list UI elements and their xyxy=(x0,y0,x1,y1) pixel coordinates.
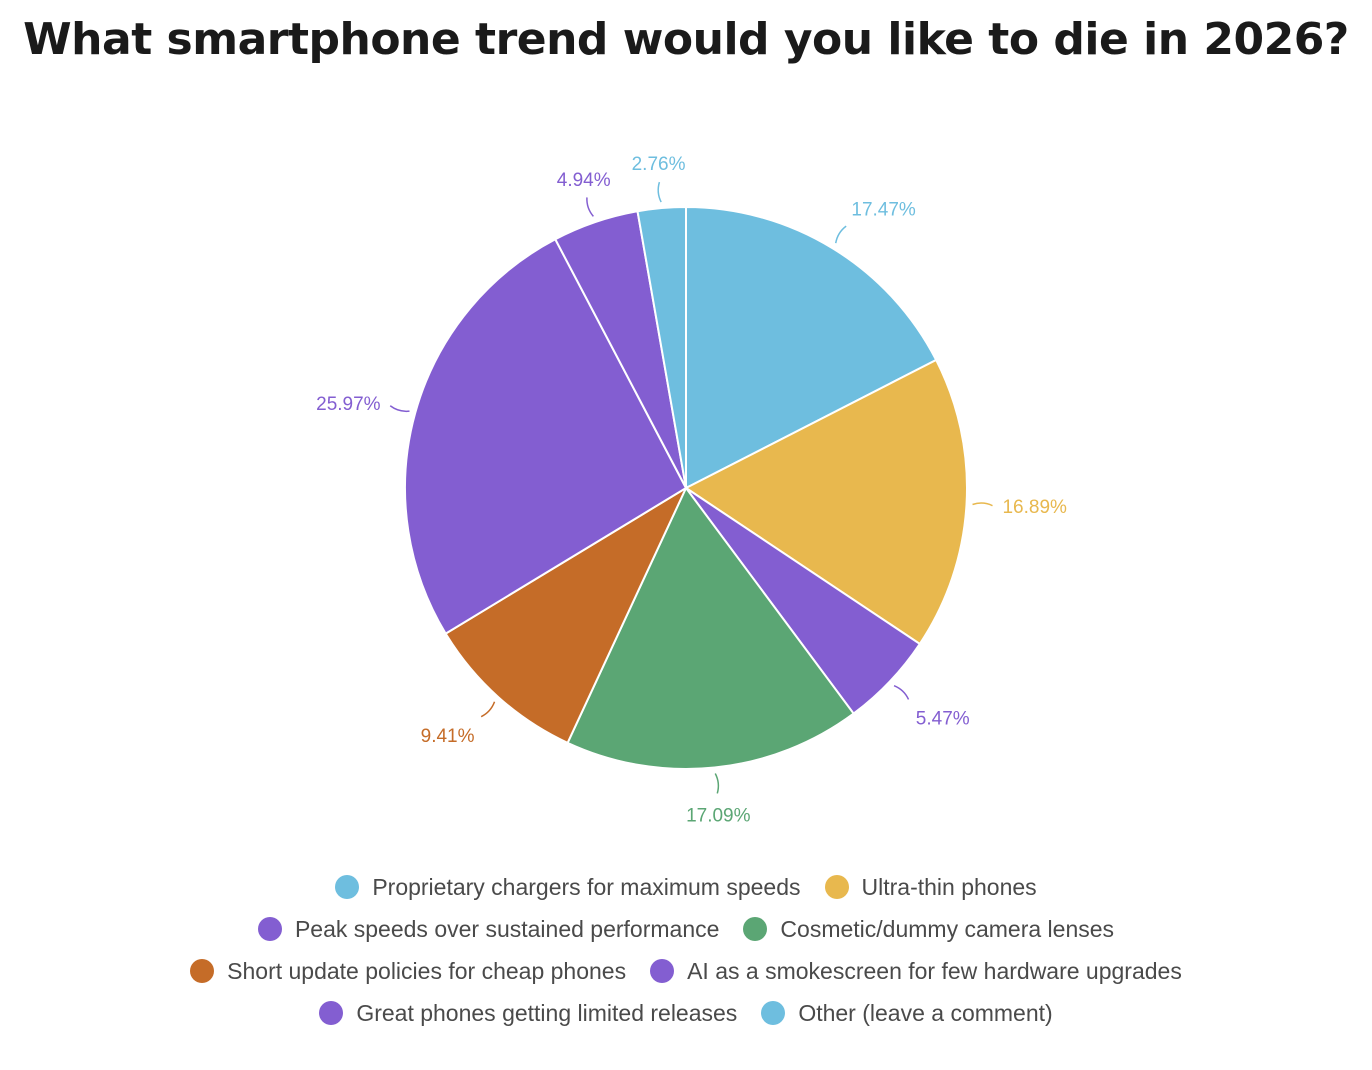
pie-slice-6 xyxy=(404,237,688,635)
pie-slice-label-8: 2.76% xyxy=(632,154,686,175)
leader-line-5 xyxy=(480,701,496,718)
legend-row: Short update policies for cheap phones AI… xyxy=(0,950,1372,992)
legend-label: Great phones getting limited releases xyxy=(356,999,738,1026)
leader-line-1 xyxy=(834,225,847,244)
pie-slice-label-1: 17.47% xyxy=(851,200,916,221)
legend-swatch-icon xyxy=(650,959,675,983)
legend-label: Short update policies for cheap phones xyxy=(227,957,627,984)
legend-label: Ultra-thin phones xyxy=(861,873,1037,900)
pie-slice-4 xyxy=(566,486,855,770)
legend-label: AI as a smokescreen for few hardware upg… xyxy=(687,957,1182,984)
chart-legend: Proprietary chargers for maximum speeds U… xyxy=(0,866,1372,1034)
legend-swatch-icon xyxy=(257,917,282,941)
pie-slice-label-2: 16.89% xyxy=(1002,497,1067,518)
leader-line-6 xyxy=(389,405,410,413)
leader-line-8 xyxy=(657,181,662,203)
legend-item[interactable]: Great phones getting limited releases xyxy=(319,1000,737,1027)
pie-chart: 17.47% 16.89% 5.47% 17.09% 9.41% 25.97% 4.94% 2… xyxy=(316,154,1067,826)
leader-line-3 xyxy=(893,685,910,700)
pie-slice-8 xyxy=(636,205,687,489)
legend-label: Cosmetic/dummy camera lenses xyxy=(780,915,1115,942)
legend-swatch-icon xyxy=(824,875,849,899)
pie-slice-label-6: 25.97% xyxy=(316,394,381,415)
pie-slice-2 xyxy=(684,358,968,646)
pie-slice-label-4: 17.09% xyxy=(686,805,751,826)
legend-item[interactable]: AI as a smokescreen for few hardware upg… xyxy=(650,958,1182,985)
legend-item[interactable]: Ultra-thin phones xyxy=(824,873,1037,901)
pie-slice-label-5: 9.41% xyxy=(421,726,475,747)
legend-label: Proprietary chargers for maximum speeds xyxy=(372,873,801,900)
legend-row: Proprietary chargers for maximum speeds U… xyxy=(0,866,1372,908)
leader-line-2 xyxy=(972,502,993,507)
legend-label: Peak speeds over sustained performance xyxy=(294,915,720,942)
leader-line-4 xyxy=(714,773,720,794)
leader-line-7 xyxy=(586,197,594,217)
pie-slice-1 xyxy=(685,205,938,490)
legend-swatch-icon xyxy=(743,917,768,941)
legend-row: Peak speeds over sustained performance Co… xyxy=(0,908,1372,950)
chart-title: What smartphone trend would you like to … xyxy=(23,14,1349,65)
legend-row: Great phones getting limited releases Oth… xyxy=(0,992,1372,1034)
legend-label: Other (leave a comment) xyxy=(798,999,1053,1026)
legend-swatch-icon xyxy=(335,875,360,899)
pie-slice-label-7: 4.94% xyxy=(557,170,611,191)
legend-item[interactable]: Short update policies for cheap phones xyxy=(190,958,626,985)
legend-item[interactable]: Proprietary chargers for maximum speeds xyxy=(335,873,801,901)
pie-slice-label-3: 5.47% xyxy=(916,708,970,729)
legend-swatch-icon xyxy=(319,1001,344,1025)
legend-item[interactable]: Peak speeds over sustained performance xyxy=(257,915,720,943)
pie-slice-5 xyxy=(444,485,689,745)
legend-item[interactable]: Cosmetic/dummy camera lenses xyxy=(743,916,1114,943)
legend-item[interactable]: Other (leave a comment) xyxy=(761,999,1053,1027)
legend-swatch-icon xyxy=(761,1001,786,1025)
legend-swatch-icon xyxy=(190,959,215,983)
